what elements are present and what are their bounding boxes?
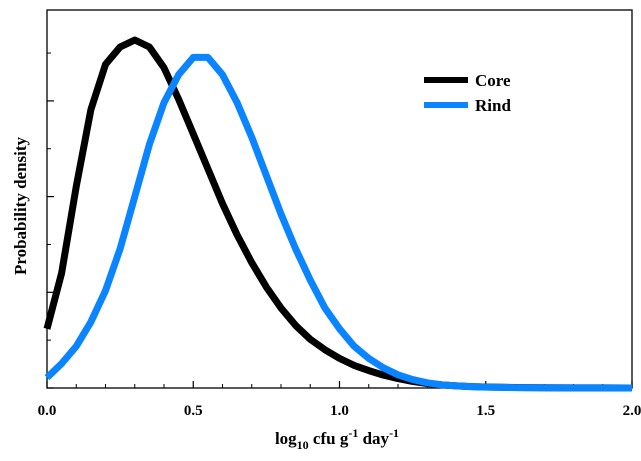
x-tick-label: 0.5 (184, 403, 203, 419)
series-line-core (43, 36, 633, 392)
x-tick-labels: 0.0 0.5 1.0 1.5 2.0 (38, 403, 641, 419)
legend-box (414, 64, 526, 120)
x-axis-title-subscript: 10 (297, 438, 309, 452)
x-axis-title: log10 cfu g-1 day-1 (275, 426, 399, 452)
x-axis-title-superscript-2: -1 (389, 426, 399, 440)
series-lines (43, 36, 633, 392)
x-axis-title-middle: cfu g (309, 429, 349, 448)
x-tick-label: 1.5 (476, 403, 495, 419)
x-axis-title-superscript-1: -1 (348, 426, 358, 440)
legend: Core Rind (414, 64, 526, 120)
legend-label-rind: Rind (475, 96, 511, 115)
x-tick-label: 2.0 (623, 403, 641, 419)
legend-label-core: Core (475, 71, 511, 90)
x-tick-label: 1.0 (330, 403, 349, 419)
x-axis-title-middle-2: day (358, 429, 389, 448)
ticks (46, 52, 633, 389)
y-axis-title: Probability density (11, 136, 30, 275)
x-axis-title-base: log (275, 429, 297, 448)
x-tick-label: 0.0 (38, 403, 57, 419)
series-line-rind (44, 53, 633, 392)
